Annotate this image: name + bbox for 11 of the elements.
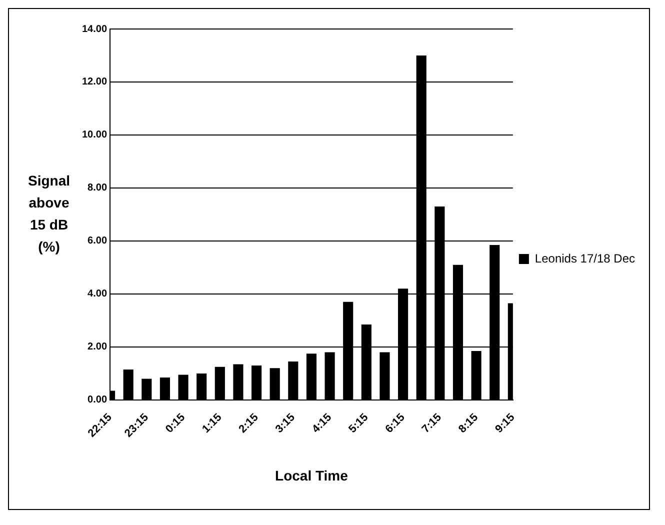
y-tick-label: 4.00 bbox=[88, 288, 108, 300]
y-axis-title: Signal above 15 dB (%) bbox=[28, 172, 70, 254]
y-tick-label: 12.00 bbox=[82, 76, 108, 88]
y-tick-label: 10.00 bbox=[82, 130, 108, 141]
x-axis-title: Local Time bbox=[275, 467, 348, 484]
y-tick-label: 14.00 bbox=[82, 24, 108, 35]
y-tick-label: 0.00 bbox=[88, 394, 108, 406]
y-tick-label: 8.00 bbox=[88, 182, 108, 194]
y-tick-label: 6.00 bbox=[88, 236, 108, 247]
legend-label: Leonids 17/18 Dec bbox=[534, 251, 636, 266]
y-tick-label: 2.00 bbox=[88, 342, 108, 353]
